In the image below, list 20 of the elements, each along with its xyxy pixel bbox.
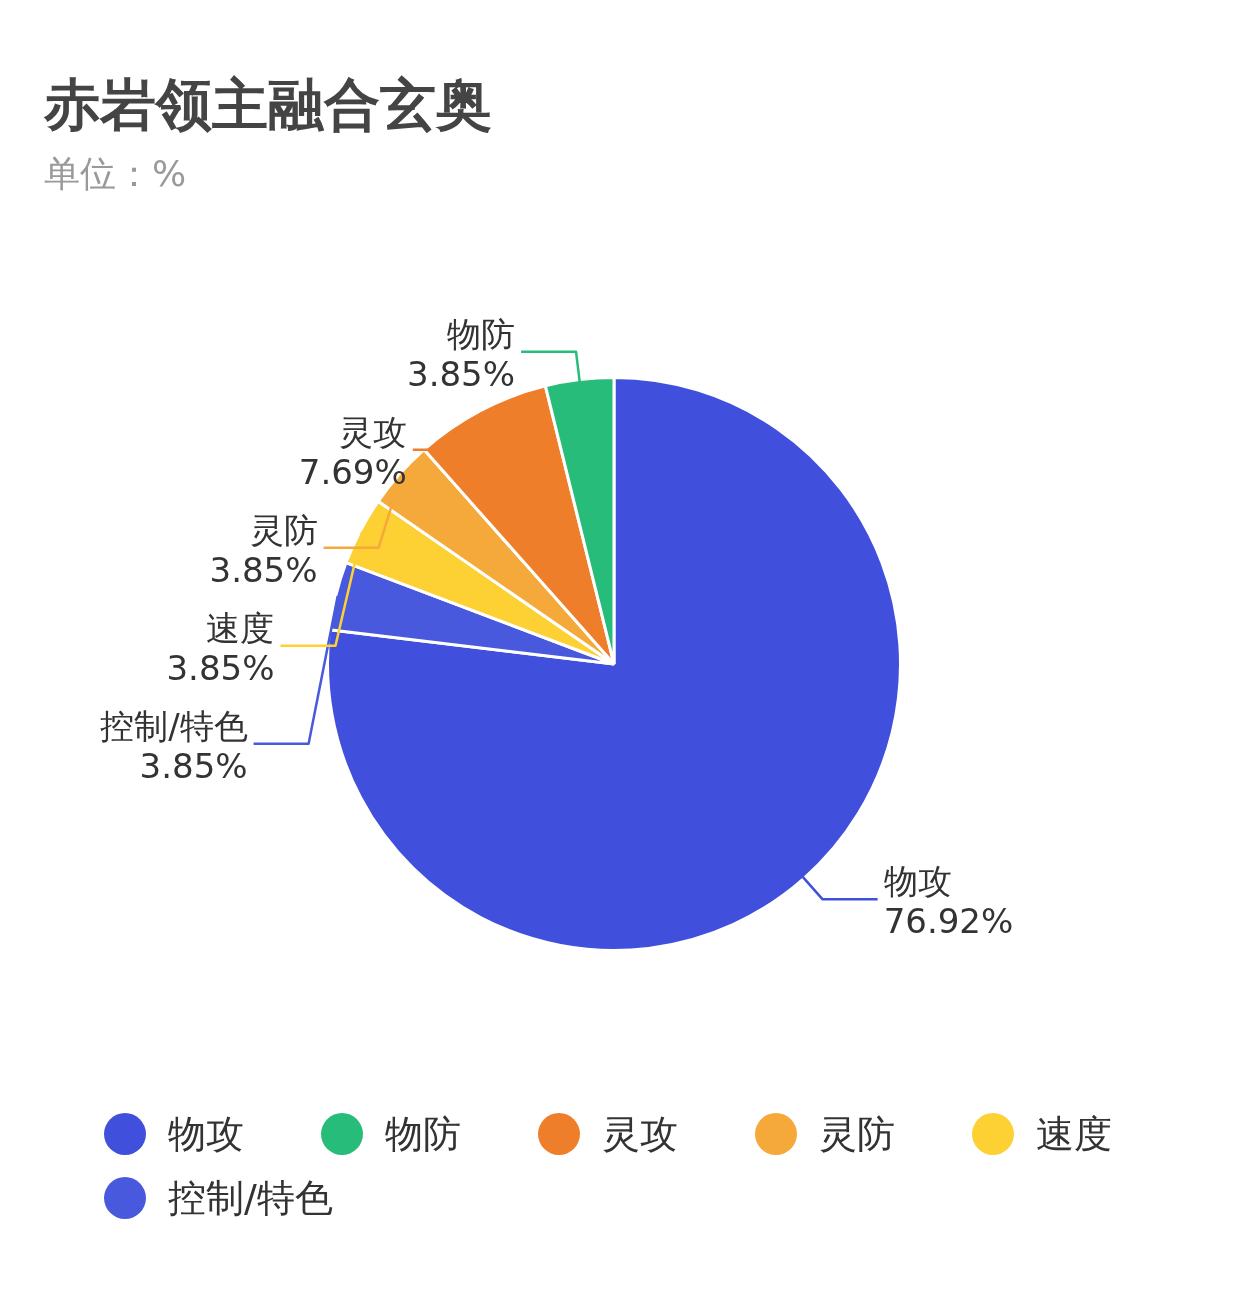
legend-label: 控制/特色 bbox=[168, 1174, 333, 1222]
legend-label: 物防 bbox=[385, 1110, 461, 1158]
legend-label: 灵攻 bbox=[602, 1110, 678, 1158]
slice-label: 物防 bbox=[447, 313, 516, 354]
data-label: 76.92% bbox=[883, 901, 1014, 942]
data-label: 3.85% bbox=[139, 745, 248, 786]
legend-label: 灵防 bbox=[819, 1110, 895, 1158]
data-label: 3.85% bbox=[209, 549, 318, 590]
data-label: 3.85% bbox=[166, 647, 275, 688]
slice-label: 控制/特色 bbox=[100, 705, 248, 746]
chart-title: 赤岩领主融合玄奥 bbox=[44, 71, 493, 139]
slice-label: 灵防 bbox=[249, 509, 318, 550]
slice-label: 速度 bbox=[206, 607, 275, 648]
slice-label: 物攻 bbox=[883, 861, 952, 902]
data-label: 7.69% bbox=[298, 451, 407, 492]
legend-label: 速度 bbox=[1036, 1110, 1112, 1158]
legend-label: 物攻 bbox=[168, 1110, 244, 1158]
slice-label: 灵攻 bbox=[338, 411, 407, 452]
data-label: 3.85% bbox=[407, 353, 516, 394]
chart-subtitle: 单位：% bbox=[44, 152, 188, 196]
